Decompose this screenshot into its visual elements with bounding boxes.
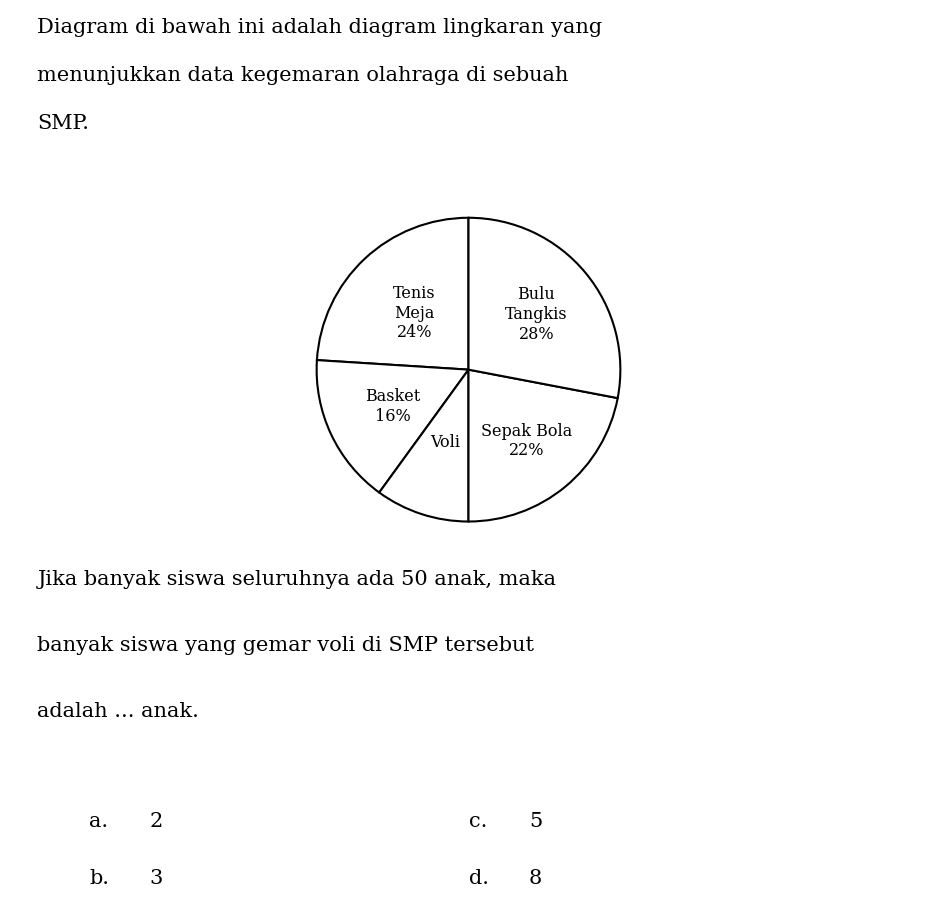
- Text: Tenis
Meja
24%: Tenis Meja 24%: [393, 284, 435, 340]
- Text: Basket
16%: Basket 16%: [365, 387, 420, 424]
- Text: b.: b.: [89, 868, 110, 887]
- Wedge shape: [468, 219, 620, 398]
- Text: Sepak Bola
22%: Sepak Bola 22%: [480, 422, 572, 459]
- Text: a.: a.: [89, 812, 109, 831]
- Text: 5: 5: [528, 812, 542, 831]
- Wedge shape: [316, 219, 468, 370]
- Wedge shape: [379, 370, 468, 522]
- Text: adalah ... anak.: adalah ... anak.: [37, 701, 199, 720]
- Text: 2: 2: [150, 812, 163, 831]
- Text: banyak siswa yang gemar voli di SMP tersebut: banyak siswa yang gemar voli di SMP ters…: [37, 635, 534, 654]
- Text: Diagram di bawah ini adalah diagram lingkaran yang: Diagram di bawah ini adalah diagram ling…: [37, 18, 602, 37]
- Text: 3: 3: [150, 868, 163, 887]
- Text: SMP.: SMP.: [37, 114, 89, 133]
- Wedge shape: [468, 370, 617, 522]
- Text: d.: d.: [468, 868, 488, 887]
- Text: c.: c.: [468, 812, 487, 831]
- Text: Bulu
Tangkis
28%: Bulu Tangkis 28%: [505, 286, 567, 342]
- Text: menunjukkan data kegemaran olahraga di sebuah: menunjukkan data kegemaran olahraga di s…: [37, 66, 568, 85]
- Text: Jika banyak siswa seluruhnya ada 50 anak, maka: Jika banyak siswa seluruhnya ada 50 anak…: [37, 569, 556, 588]
- Wedge shape: [316, 360, 468, 493]
- Text: 8: 8: [528, 868, 542, 887]
- Text: Voli: Voli: [430, 433, 460, 451]
